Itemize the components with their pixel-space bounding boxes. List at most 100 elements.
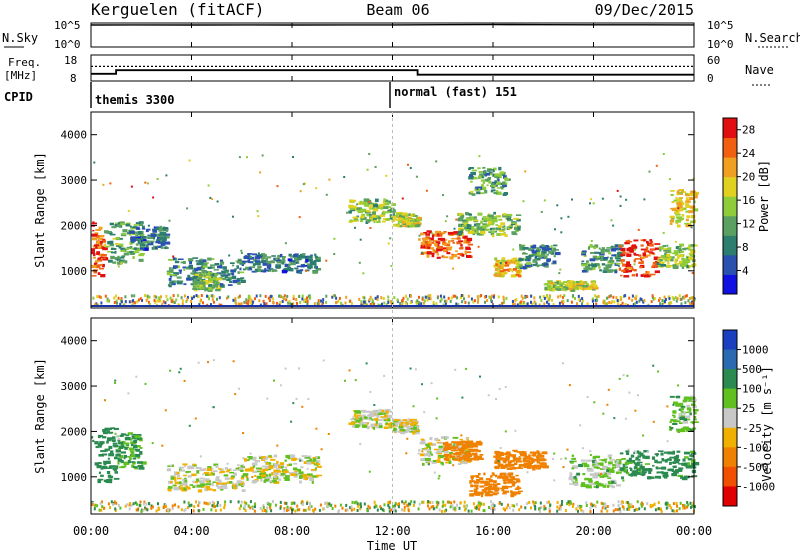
groundscatter-cell: [405, 294, 407, 298]
heatmap-cell: [502, 186, 505, 188]
heatmap-cell: [512, 481, 516, 485]
groundscatter-cell: [301, 500, 304, 504]
heatmap-cell: [402, 225, 408, 228]
heatmap-cell: [576, 472, 581, 476]
heatmap-cell: [299, 190, 302, 193]
groundscatter-cell: [633, 508, 636, 512]
heatmap-cell: [620, 259, 625, 262]
groundscatter-cell: [657, 501, 660, 505]
heatmap-cell: [189, 261, 192, 265]
heatmap-cell: [348, 369, 351, 372]
heatmap-cell: [435, 417, 438, 420]
heatmap-cell: [688, 398, 694, 402]
heatmap-cell: [685, 411, 690, 414]
heatmap-cell: [495, 454, 502, 458]
heatmap-cell: [462, 221, 469, 224]
groundscatter-cell: [612, 509, 615, 513]
groundscatter-cell: [240, 504, 242, 508]
heatmap-cell: [320, 448, 323, 451]
groundscatter-cell: [130, 503, 133, 507]
heatmap-cell: [114, 379, 117, 382]
heatmap-cell: [622, 479, 625, 482]
heatmap-cell: [616, 484, 622, 487]
groundscatter-cell: [559, 507, 562, 511]
heatmap-cell: [302, 474, 308, 478]
heatmap-cell: [497, 264, 502, 269]
heatmap-cell: [631, 267, 634, 271]
heatmap-cell: [135, 226, 140, 230]
heatmap-cell: [178, 269, 183, 272]
heatmap-cell: [633, 474, 638, 477]
heatmap-cell: [447, 455, 452, 459]
groundscatter-cell: [120, 297, 123, 301]
groundscatter-cell: [600, 509, 603, 513]
groundscatter-cell: [335, 301, 337, 305]
heatmap-cell: [466, 453, 469, 457]
heatmap-cell: [411, 421, 417, 425]
groundscatter-cell: [604, 302, 607, 306]
heatmap-cell: [401, 212, 405, 216]
heatmap-cell: [242, 260, 248, 263]
heatmap-cell: [404, 422, 410, 426]
heatmap-cell: [644, 463, 650, 465]
groundscatter-cell: [556, 501, 559, 504]
heatmap-cell: [201, 270, 207, 274]
heatmap-cell: [425, 443, 430, 446]
heatmap-cell: [457, 256, 460, 260]
groundscatter-cell: [375, 504, 378, 508]
y-tick-label: 1000: [61, 471, 88, 484]
heatmap-cell: [471, 190, 474, 193]
heatmap-cell: [489, 484, 493, 488]
heatmap-cell: [685, 451, 691, 455]
heatmap-cell: [691, 272, 694, 274]
groundscatter-cell: [148, 295, 151, 299]
heatmap-cell: [488, 171, 493, 174]
groundscatter-cell: [270, 509, 273, 513]
heatmap-cell: [210, 266, 215, 269]
heatmap-cell: [483, 219, 488, 223]
groundscatter-cell: [283, 501, 286, 505]
heatmap-cell: [480, 186, 487, 190]
heatmap-cell: [91, 275, 97, 277]
heatmap-cell: [617, 248, 620, 251]
groundscatter-cell: [373, 505, 376, 509]
heatmap-cell: [492, 483, 498, 488]
groundscatter-cell: [444, 301, 447, 305]
heatmap-cell: [195, 481, 199, 484]
heatmap-cell: [410, 214, 413, 217]
heatmap-cell: [365, 362, 368, 365]
heatmap-cell: [503, 175, 507, 179]
groundscatter-cell: [301, 297, 304, 301]
heatmap-cell: [108, 259, 113, 263]
heatmap-cell: [444, 220, 447, 223]
heatmap-cell: [438, 445, 444, 449]
heatmap-cell: [541, 451, 548, 455]
heatmap-cell: [478, 188, 481, 191]
heatmap-cell: [229, 280, 233, 283]
heatmap-cell: [491, 230, 495, 233]
heatmap-cell: [211, 286, 216, 289]
heatmap-cell: [219, 468, 224, 472]
heatmap-cell: [208, 474, 213, 476]
groundscatter-cell: [115, 299, 118, 303]
heatmap-cell: [502, 181, 506, 185]
heatmap-cell: [461, 440, 466, 443]
heatmap-cell: [623, 269, 629, 273]
groundscatter-cell: [458, 506, 461, 510]
heatmap-cell: [594, 472, 599, 475]
freq-right-tick-top: 60: [707, 54, 720, 67]
heatmap-cell: [531, 465, 538, 469]
heatmap-cell: [373, 423, 378, 426]
heatmap-cell: [578, 286, 583, 289]
heatmap-cell: [607, 464, 611, 466]
groundscatter-cell: [661, 302, 664, 306]
heatmap-cell: [255, 470, 262, 473]
heatmap-cell: [238, 467, 244, 470]
heatmap-cell: [135, 243, 139, 246]
heatmap-cell: [550, 252, 555, 255]
groundscatter-cell: [186, 295, 189, 299]
heatmap-cell: [484, 178, 489, 182]
groundscatter-cell: [612, 295, 615, 299]
groundscatter-cell: [211, 504, 214, 508]
groundscatter-cell: [627, 505, 630, 509]
